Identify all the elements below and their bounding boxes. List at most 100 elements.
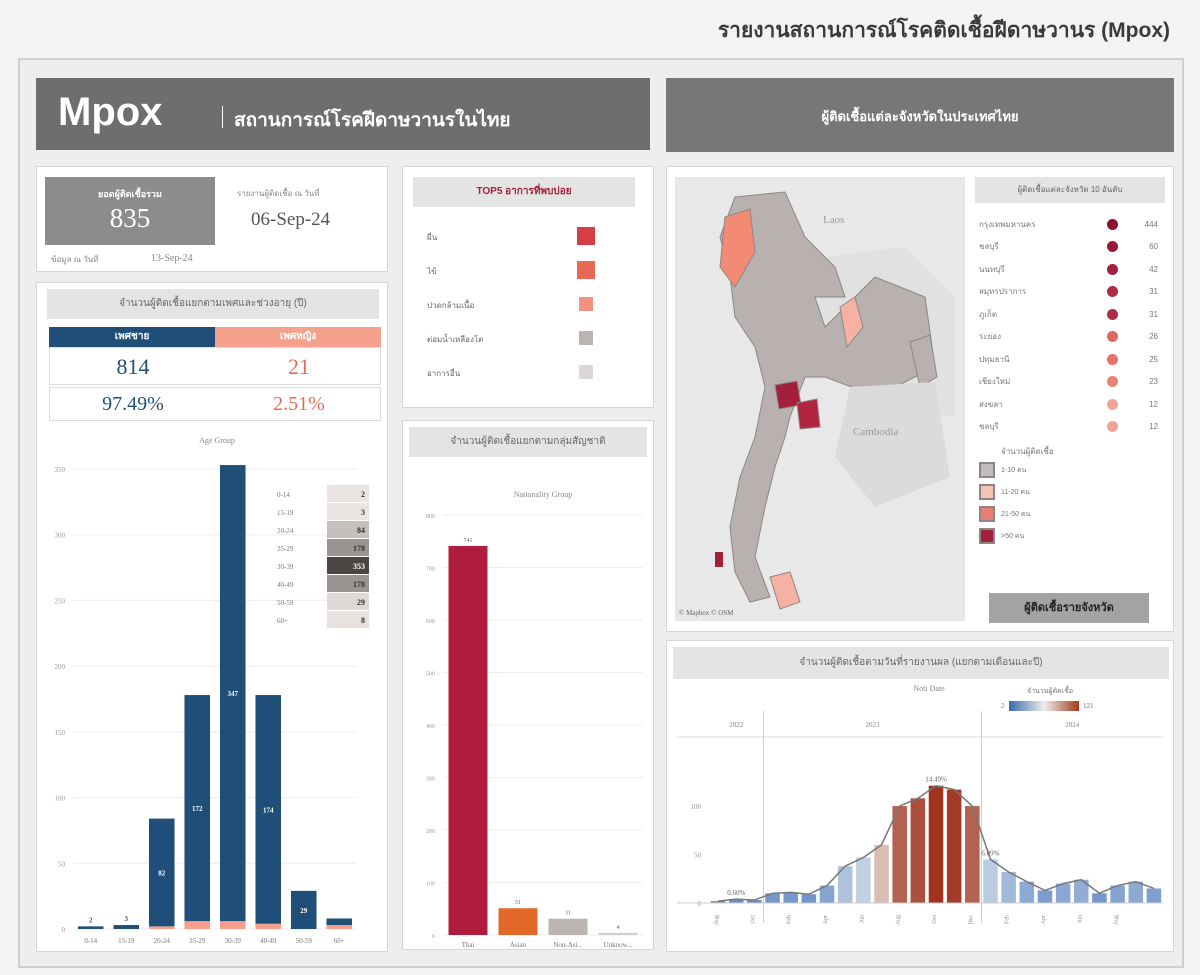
age-table-value: 3 <box>361 508 365 517</box>
symptom-label: อาการอื่น <box>427 369 461 378</box>
symptom-label: ปวดกล้ามเนื้อ <box>427 301 475 310</box>
nat-xtick: Thai <box>462 941 475 949</box>
map-legend-swatch <box>979 506 995 522</box>
report-date-label: รายงานผู้ติดเชื้อ ณ วันที่ <box>237 189 320 198</box>
data-date-label: ข้อมูล ณ วันที่ <box>51 255 99 264</box>
map-legend: 1-10 คน 11-20 คน 21-50 คน >50 คน <box>979 459 1159 547</box>
nat-ytick: 500 <box>426 672 435 678</box>
report-title: รายงานสถานการณ์โรคติดเชื้อฝีดาษวานร (Mpo… <box>717 19 1170 42</box>
time-bar <box>983 859 998 903</box>
female-count: 21 <box>288 354 310 379</box>
time-xtick: Apr <box>1041 915 1047 924</box>
time-annotation: 14.49% <box>925 776 947 784</box>
time-bar <box>765 893 780 903</box>
age-table-cell <box>327 611 369 628</box>
nat-ytick: 100 <box>426 882 435 888</box>
map-legend-label: 1-10 คน <box>1001 466 1027 474</box>
time-colorbar-min: 2 <box>1001 702 1005 710</box>
age-ytick: 150 <box>55 729 66 737</box>
time-bar <box>728 899 744 903</box>
top10-value: 31 <box>1149 309 1158 319</box>
nat-bar-label: 31 <box>565 911 571 917</box>
symptom-swatch <box>579 331 593 345</box>
top10-dot <box>1107 286 1118 298</box>
male-header: เพศชาย <box>49 327 215 347</box>
thailand-map[interactable]: Laos Cambodia © Mapbox © OSM <box>675 177 965 621</box>
symptoms-title: TOP5 อาการที่พบบ่อย <box>413 177 635 207</box>
age-xtick: 20-24 <box>154 937 171 945</box>
top10-row: สมุทรปราการ 31 <box>979 281 1159 304</box>
age-bar-label: 174 <box>263 806 274 814</box>
time-xtick: Oct <box>750 915 756 924</box>
symptom-list: ผื่น ไข้ ปวดกล้ามเนื้อ ต่อมน้ำเหลืองโต อาการ… <box>427 223 637 393</box>
time-bar <box>1146 888 1162 903</box>
top10-row: ปทุมธานี 25 <box>979 348 1159 371</box>
province-button[interactable]: ผู้ติดเชื้อรายจังหวัด <box>989 593 1149 623</box>
time-bar <box>801 894 817 903</box>
time-xtick: Aug <box>1114 915 1120 925</box>
time-year-label: 2022 <box>729 721 744 729</box>
report-date-value: 06-Sep-24 <box>251 209 331 230</box>
map-legend-row: 21-50 คน <box>979 503 1159 525</box>
symptoms-panel: TOP5 อาการที่พบบ่อย ผื่น ไข้ ปวดกล้ามเนื้อ… <box>402 166 654 408</box>
map-legend-label: 21-50 คน <box>1001 510 1031 518</box>
symptom-row: ต่อมน้ำเหลืองโต <box>427 325 637 359</box>
time-annotation: 0.60% <box>727 889 745 897</box>
top10-title: ผู้ติดเชื้อแต่ละจังหวัด 10 อันดับ <box>975 177 1165 203</box>
map-area[interactable]: Laos Cambodia © Mapbox © OSM <box>675 177 965 621</box>
top10-value: 12 <box>1149 422 1158 432</box>
time-colorbar-title: จำนวนผู้ติดเชื้อ <box>1027 684 1073 695</box>
dashboard-frame: Mpox สถานการณ์โรคฝีดาษวานรในไทย ผู้ติดเช… <box>18 58 1184 968</box>
top10-dot <box>1107 218 1118 230</box>
nat-bar <box>548 918 588 935</box>
header-banner: Mpox สถานการณ์โรคฝีดาษวานรในไทย <box>36 78 650 150</box>
time-bar <box>946 789 962 903</box>
age-ytick: 100 <box>55 795 66 803</box>
top10-value: 444 <box>1144 219 1158 229</box>
nat-bar-label: 51 <box>515 900 521 906</box>
map-legend-swatch <box>979 528 995 544</box>
time-xtick: Jun <box>1077 915 1083 923</box>
age-bar-label: 82 <box>158 869 166 877</box>
top10-row: นนทบุรี 42 <box>979 258 1159 281</box>
nationality-chart: Nationality Group 0 100 200 300 400 500 600 700 8… <box>426 490 643 949</box>
map-legend-title: จำนวนผู้ติดเชื้อ <box>1001 447 1054 456</box>
time-colorbar-max: 121 <box>1083 702 1094 710</box>
top10-dot <box>1107 263 1118 275</box>
top10-province: ชลบุรี <box>979 242 999 252</box>
top10-province: ปทุมธานี <box>979 354 1010 364</box>
nat-xtick: Unknow... <box>604 941 633 949</box>
top10-value: 26 <box>1149 332 1158 342</box>
symptom-swatch <box>577 227 595 245</box>
age-table-cell <box>327 575 369 592</box>
age-ytick: 0 <box>62 926 66 934</box>
top10-value: 60 <box>1149 242 1158 252</box>
age-ytick: 300 <box>55 532 66 540</box>
top10-province: นนทบุรี <box>979 264 1005 274</box>
time-bar <box>1110 885 1125 903</box>
nat-ytick: 700 <box>426 567 435 573</box>
time-ytick: 0 <box>698 900 702 908</box>
age-bar-female <box>148 926 175 929</box>
nat-xtick: Asian <box>510 941 527 949</box>
top10-row: เชียงใหม่ 23 <box>979 371 1159 394</box>
top10-province: เชียงใหม่ <box>979 377 1011 387</box>
time-bar <box>710 901 726 903</box>
time-bar <box>856 857 871 903</box>
symptom-label: ต่อมน้ำเหลืองโต <box>427 335 484 344</box>
nat-ytick: 300 <box>426 777 435 783</box>
gender-pct-row: 97.49% 2.51% <box>49 387 381 421</box>
age-bar-male <box>77 926 104 929</box>
map-panel: Laos Cambodia © Mapbox © OSM ผู้ติดเชื้อ… <box>666 166 1174 632</box>
age-bar-male <box>113 925 140 929</box>
time-xtick: Aug <box>896 915 902 925</box>
time-bar <box>965 806 980 903</box>
time-bar <box>1092 893 1107 903</box>
time-xtick: Apr <box>823 915 829 924</box>
time-xtick: Aug <box>714 915 720 925</box>
age-table-value: 8 <box>361 616 365 625</box>
map-legend-label: 11-20 คน <box>1001 488 1030 496</box>
map-attribution: © Mapbox © OSM <box>679 609 734 617</box>
time-chart-title: Noti Date <box>913 684 945 693</box>
time-year-label: 2023 <box>865 721 880 729</box>
